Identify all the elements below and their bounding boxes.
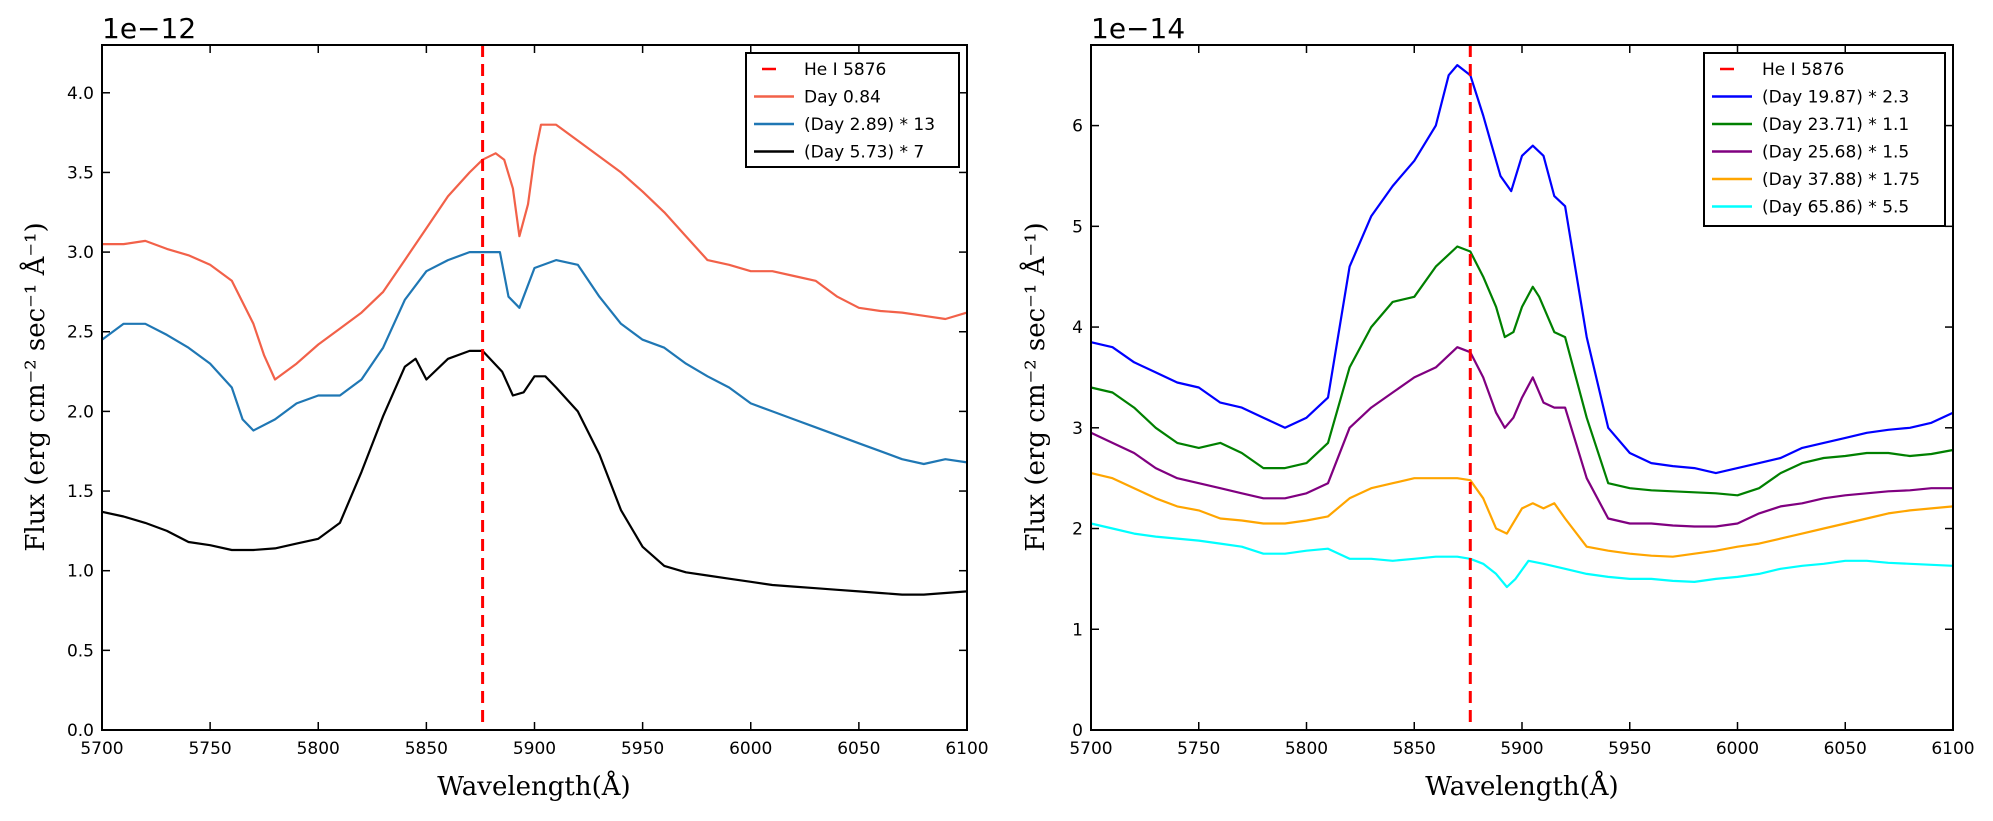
left-y-tick-label: 0.5 (67, 641, 94, 661)
right-chart-panel: 5700 5750 5800 5850 5900 5950 6000 6050 6100 0 1 2… (1019, 12, 1975, 802)
left-y-tick-label: 0.0 (67, 721, 94, 741)
right-legend-label-3: (Day 23.71) * 1.1 (1762, 115, 1909, 135)
right-x-tick-label: 5900 (1500, 739, 1543, 759)
right-y-tick-label: 5 (1072, 217, 1083, 237)
right-series-line-1 (1090, 63, 1954, 475)
left-x-tick-label: 5950 (621, 739, 664, 759)
right-series-line-3 (1090, 346, 1953, 528)
left-x-tick-label: 5900 (513, 739, 556, 759)
right-x-tick-label: 5700 (1069, 739, 1112, 759)
left-legend: He I 5876 Day 0.84 (Day 2.89) * 13 (Day 5.7… (745, 52, 960, 168)
left-y-ticks: 0.0 0.5 1.0 1.5 2.0 2.5 3.0 3.5 4.0 (67, 84, 967, 741)
left-chart-traces (101, 123, 968, 596)
right-y-tick-label: 0 (1072, 721, 1083, 741)
left-series-line-1 (102, 123, 968, 381)
right-x-ticks: 5700 5750 5800 5850 5900 5950 6000 6050 6100 (1069, 45, 1975, 759)
left-legend-label-4: (Day 5.73) * 7 (804, 143, 924, 163)
left-legend-label-3: (Day 2.89) * 13 (804, 115, 935, 135)
left-scale-label: 1e−12 (102, 12, 196, 45)
right-legend-label-2: (Day 19.87) * 2.3 (1762, 88, 1909, 108)
right-y-tick-label: 3 (1072, 419, 1083, 439)
left-series-line-2 (101, 251, 968, 466)
right-x-axis-label: Wavelength(Å) (1425, 770, 1618, 802)
right-scale-label: 1e−14 (1091, 12, 1185, 45)
right-legend-label-5: (Day 37.88) * 1.75 (1762, 170, 1920, 190)
left-x-tick-label: 5750 (188, 739, 231, 759)
left-y-tick-label: 2.5 (67, 323, 94, 343)
left-x-tick-label: 6000 (729, 739, 772, 759)
left-legend-box (745, 52, 960, 168)
right-y-tick-label: 1 (1072, 620, 1083, 640)
left-legend-label-2: Day 0.84 (804, 88, 881, 108)
left-x-ticks: 5700 5750 5800 5850 5900 5950 6000 6050 6100 (80, 45, 989, 759)
right-legend-label-1: He I 5876 (1762, 60, 1844, 80)
right-y-tick-label: 4 (1072, 318, 1083, 338)
left-y-tick-label: 4.0 (67, 84, 94, 104)
right-series-line-5 (1090, 522, 1954, 589)
right-y-tick-label: 6 (1072, 117, 1083, 137)
left-y-tick-label: 1.0 (67, 562, 94, 582)
left-y-tick-label: 1.5 (67, 482, 94, 502)
left-x-axis-label: Wavelength(Å) (437, 770, 630, 802)
right-y-axis-label: Flux (erg cm⁻² sec⁻¹ Å⁻¹) (1019, 222, 1051, 551)
left-x-tick-label: 5800 (297, 739, 340, 759)
left-y-tick-label: 2.0 (67, 402, 94, 422)
right-x-tick-label: 5800 (1285, 739, 1328, 759)
left-y-axis-label: Flux (erg cm⁻² sec⁻¹ Å⁻¹) (19, 222, 51, 551)
left-x-tick-label: 5850 (405, 739, 448, 759)
left-x-tick-label: 6100 (945, 739, 988, 759)
right-legend: He I 5876 (Day 19.87) * 2.3 (Day 23.71) * … (1703, 52, 1946, 227)
right-y-tick-label: 2 (1072, 520, 1083, 540)
right-x-tick-label: 5850 (1393, 739, 1436, 759)
right-x-tick-label: 5950 (1608, 739, 1651, 759)
left-x-tick-label: 5700 (80, 739, 123, 759)
left-y-tick-label: 3.0 (67, 243, 94, 263)
right-legend-box (1703, 52, 1946, 227)
left-legend-label-1: He I 5876 (804, 60, 886, 80)
right-y-ticks: 0 1 2 3 4 5 6 (1072, 117, 1953, 741)
right-chart-traces (1090, 63, 1954, 589)
left-x-tick-label: 6050 (837, 739, 880, 759)
right-series-line-2 (1090, 245, 1954, 497)
right-series-line-4 (1090, 472, 1954, 558)
right-x-tick-label: 6000 (1716, 739, 1759, 759)
left-chart-panel: 5700 5750 5800 5850 5900 5950 6000 6050 6100 0.0… (19, 12, 989, 802)
left-y-tick-label: 3.5 (67, 163, 94, 183)
right-x-tick-label: 6100 (1931, 739, 1974, 759)
right-x-tick-label: 5750 (1177, 739, 1220, 759)
right-legend-label-4: (Day 25.68) * 1.5 (1762, 143, 1909, 163)
left-series-line-3 (101, 349, 968, 596)
right-legend-label-6: (Day 65.86) * 5.5 (1762, 198, 1909, 218)
right-x-tick-label: 6050 (1824, 739, 1867, 759)
